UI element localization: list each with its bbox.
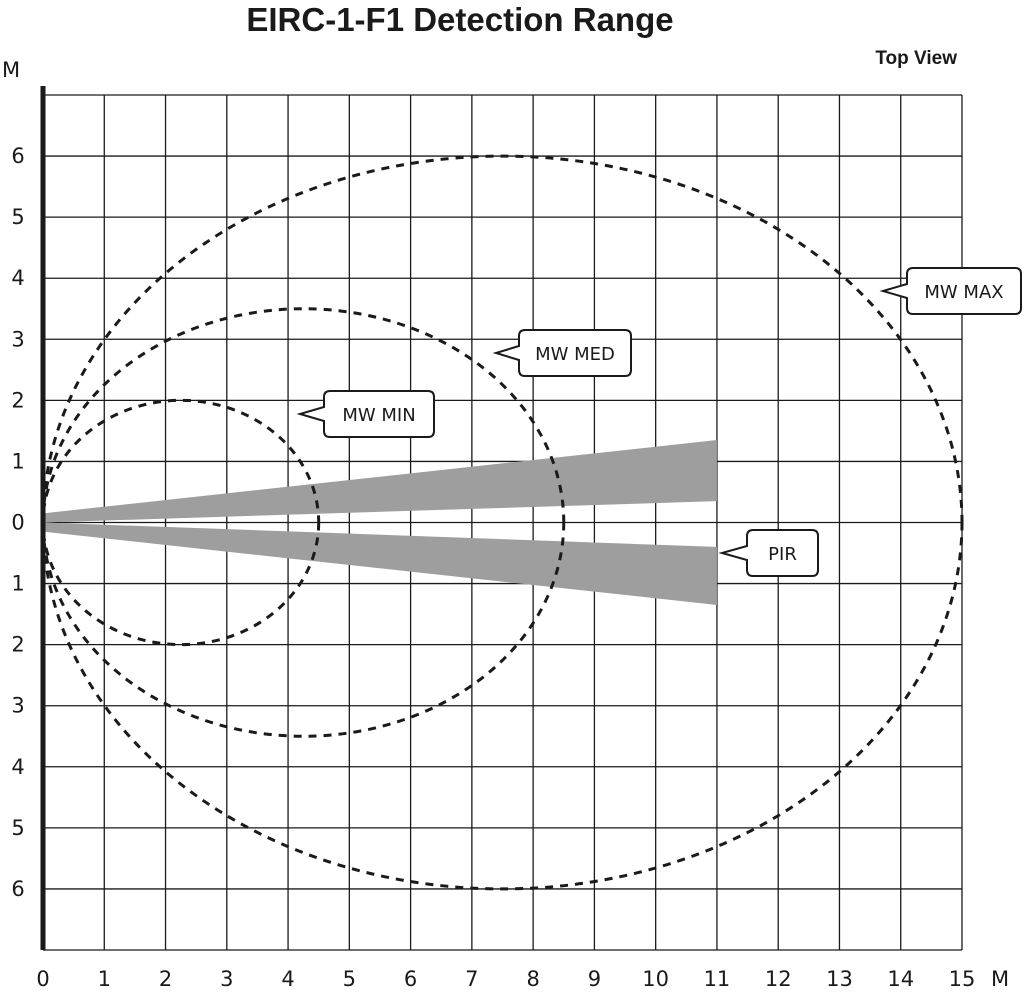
y-axis-unit: M bbox=[2, 58, 20, 82]
y-tick-labels: 6 5 4 3 2 1 0 1 2 3 4 5 6 bbox=[11, 144, 24, 901]
x-tick-label: 9 bbox=[588, 967, 601, 991]
x-tick-label: 14 bbox=[887, 967, 914, 991]
y-tick-label: 4 bbox=[11, 266, 24, 290]
y-tick-label: 2 bbox=[11, 633, 24, 657]
x-tick-label: 11 bbox=[704, 967, 731, 991]
x-tick-label: 1 bbox=[98, 967, 111, 991]
callout-label-pir: PIR bbox=[768, 544, 797, 565]
x-tick-label: 3 bbox=[220, 967, 233, 991]
y-tick-label: 3 bbox=[11, 327, 24, 351]
y-tick-label: 5 bbox=[11, 205, 24, 229]
x-tick-label: 2 bbox=[159, 967, 172, 991]
y-tick-label: 6 bbox=[11, 144, 24, 168]
x-tick-label: 15 bbox=[949, 967, 976, 991]
grid bbox=[43, 95, 962, 950]
x-tick-label: 4 bbox=[281, 967, 294, 991]
y-tick-label: 6 bbox=[11, 877, 24, 901]
y-tick-label: 0 bbox=[11, 511, 24, 535]
y-tick-label: 1 bbox=[11, 572, 24, 596]
y-tick-label: 3 bbox=[11, 694, 24, 718]
callout-label-mw-med: MW MED bbox=[535, 344, 615, 365]
x-tick-label: 12 bbox=[765, 967, 792, 991]
pir-beam-2 bbox=[43, 523, 717, 605]
x-tick-label: 0 bbox=[36, 967, 49, 991]
zone-callouts: MW MIN MW MED MW MAX PIR bbox=[300, 268, 1021, 576]
x-tick-label: 6 bbox=[404, 967, 417, 991]
x-tick-label: 13 bbox=[826, 967, 853, 991]
x-tick-label: 8 bbox=[526, 967, 539, 991]
y-tick-label: 4 bbox=[11, 755, 24, 779]
y-tick-label: 5 bbox=[11, 816, 24, 840]
x-tick-labels: 0 1 2 3 4 5 6 7 8 9 10 11 12 13 14 15 bbox=[36, 967, 975, 991]
pir-beam-1 bbox=[43, 440, 717, 522]
callout-label-mw-max: MW MAX bbox=[924, 282, 1003, 303]
x-tick-label: 7 bbox=[465, 967, 478, 991]
x-axis-unit: M bbox=[991, 967, 1009, 991]
callout-label-mw-min: MW MIN bbox=[342, 405, 415, 426]
y-tick-label: 1 bbox=[11, 449, 24, 473]
x-tick-label: 5 bbox=[343, 967, 356, 991]
y-tick-label: 2 bbox=[11, 388, 24, 412]
x-tick-label: 10 bbox=[642, 967, 669, 991]
